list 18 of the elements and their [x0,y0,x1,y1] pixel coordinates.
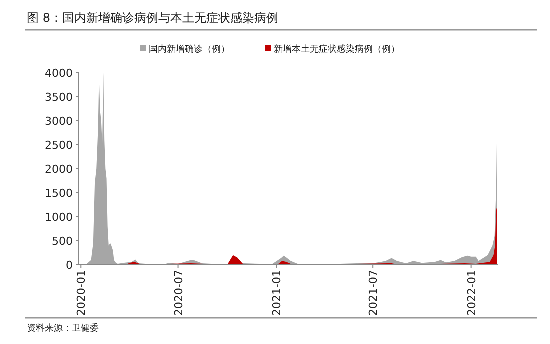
x-tick-label: 2021-07 [367,270,380,316]
y-tick-label: 3500 [45,91,73,104]
y-tick-label: 1000 [45,211,73,224]
x-tick-label: 2022-01 [465,270,478,316]
y-tick-label: 0 [66,259,73,272]
y-tick-label: 500 [52,235,73,248]
text: 资料来源：卫健委 [27,323,99,334]
x-tick-label: 2020-01 [75,270,88,316]
legend-label: 国内新增确诊（例） [149,44,230,55]
y-tick-label: 3000 [45,115,73,128]
x-tick-label: 2020-07 [172,270,186,316]
y-tick-label: 1500 [45,187,73,200]
y-tick-label: 4000 [45,67,73,80]
x-tick-label: 2021-01 [270,270,284,316]
chart-title: 图 8：国内新增确诊病例与本土无症状感染病例 [27,11,278,25]
y-tick-label: 2000 [45,163,73,176]
legend-label: 新增本土无症状感染病例（例） [274,44,400,55]
y-tick-label: 2500 [45,139,73,152]
